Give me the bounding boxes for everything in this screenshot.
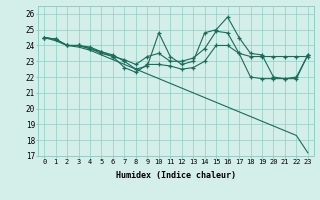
X-axis label: Humidex (Indice chaleur): Humidex (Indice chaleur) (116, 171, 236, 180)
